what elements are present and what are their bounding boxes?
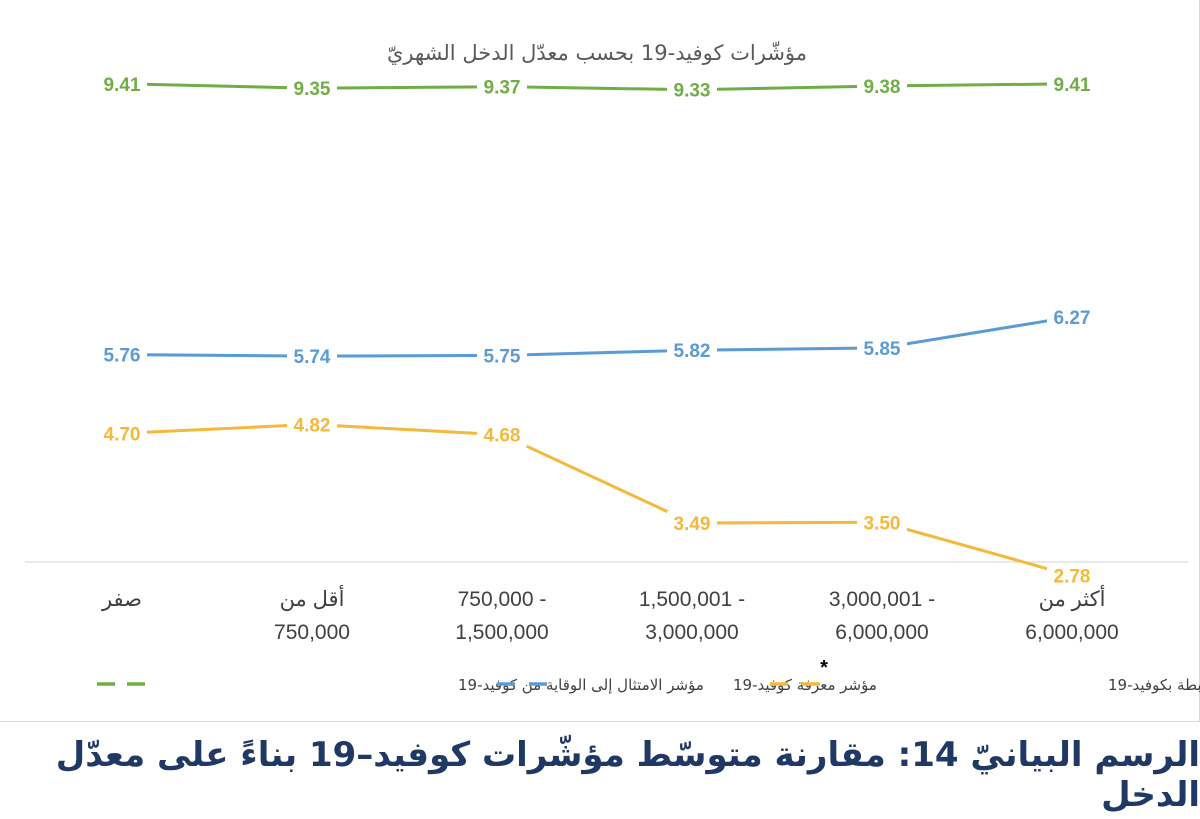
data-label: 9.41 bbox=[1054, 75, 1091, 96]
x-tick-label: 3,000,000 bbox=[645, 621, 738, 644]
data-label-bg bbox=[857, 335, 907, 360]
x-tick-label: صفر bbox=[101, 588, 142, 612]
data-label: 5.82 bbox=[674, 341, 711, 362]
data-label-layer: 9.41 9.35 9.37 9.33 9.38 9.41 5.76 5.74 5.75 5.82… bbox=[97, 71, 1097, 588]
line-chart: مؤشّرات كوفيد-19 بحسب معدّل الدخل الشهري… bbox=[25, 40, 1200, 694]
data-label: 4.68 bbox=[484, 426, 521, 447]
data-label-bg bbox=[97, 71, 147, 96]
data-label: 4.70 bbox=[104, 424, 141, 445]
data-label: 9.33 bbox=[674, 81, 711, 102]
x-tick-label: أقل من bbox=[280, 584, 345, 612]
data-label: 3.50 bbox=[864, 513, 901, 534]
legend-entry: مؤشر الخرافات المرتبطة بكوفيد-19 bbox=[1108, 676, 1200, 694]
data-label-bg bbox=[1047, 563, 1097, 588]
x-tick-label: 3,000,001 - bbox=[829, 588, 935, 611]
x-tick-label: أكثر من bbox=[1039, 584, 1106, 612]
chart-title: مؤشّرات كوفيد-19 بحسب معدّل الدخل الشهري… bbox=[387, 40, 807, 65]
data-label: 9.41 bbox=[104, 75, 141, 96]
data-label-bg bbox=[857, 510, 907, 535]
data-label-bg bbox=[667, 338, 717, 363]
series-line-2 bbox=[120, 315, 1074, 358]
data-label-bg bbox=[477, 343, 527, 368]
data-label-bg bbox=[667, 77, 717, 102]
data-label: 4.82 bbox=[294, 415, 331, 436]
x-tick-label: 1,500,000 bbox=[455, 621, 548, 644]
data-label-bg bbox=[287, 76, 337, 101]
data-label: 3.49 bbox=[674, 514, 711, 535]
x-tick-label: 750,000 - bbox=[458, 588, 547, 611]
data-label-bg bbox=[1047, 304, 1097, 329]
x-tick-label: 750,000 bbox=[274, 621, 350, 644]
data-label-bg bbox=[97, 421, 147, 446]
data-label-bg bbox=[857, 74, 907, 99]
legend-footnote-marker: * bbox=[820, 657, 828, 679]
legend: مؤشر الامتثال إلى الوقاية من كوفيد-19 مؤش… bbox=[97, 657, 1200, 694]
data-label-bg bbox=[477, 422, 527, 447]
data-label-bg bbox=[97, 342, 147, 367]
x-tick-label: 6,000,000 bbox=[835, 621, 928, 644]
data-label-bg bbox=[287, 412, 337, 437]
legend-entry: مؤشر الامتثال إلى الوقاية من كوفيد-19 bbox=[458, 676, 704, 694]
chart-frame: مؤشّرات كوفيد-19 بحسب معدّل الدخل الشهري… bbox=[0, 0, 1200, 722]
series-line-1 bbox=[120, 82, 1074, 92]
data-label: 6.27 bbox=[1054, 308, 1091, 329]
data-label: 5.76 bbox=[104, 346, 141, 367]
data-label-bg bbox=[667, 511, 717, 536]
data-label: 9.37 bbox=[484, 78, 521, 99]
x-tick-label: 6,000,000 bbox=[1025, 621, 1118, 644]
data-label: 5.75 bbox=[484, 346, 521, 367]
x-tick-label: 1,500,001 - bbox=[639, 588, 745, 611]
data-label: 9.38 bbox=[864, 77, 901, 98]
data-label: 5.85 bbox=[864, 339, 901, 360]
data-label: 9.35 bbox=[294, 79, 331, 100]
data-label-bg bbox=[287, 344, 337, 369]
figure-caption: الرسم البيانيّ 14: مقارنة متوسّط مؤشّرات… bbox=[55, 734, 1200, 815]
data-label: 5.74 bbox=[294, 347, 331, 368]
series-line-3 bbox=[120, 422, 1074, 578]
data-label-bg bbox=[477, 74, 527, 99]
category-label-layer: صفر أقل من 750,000 750,000 - 1,500,000 1,500,… bbox=[101, 584, 1119, 644]
data-label: 2.78 bbox=[1054, 567, 1091, 588]
series-layer bbox=[120, 82, 1074, 578]
data-label-bg bbox=[1047, 71, 1097, 96]
